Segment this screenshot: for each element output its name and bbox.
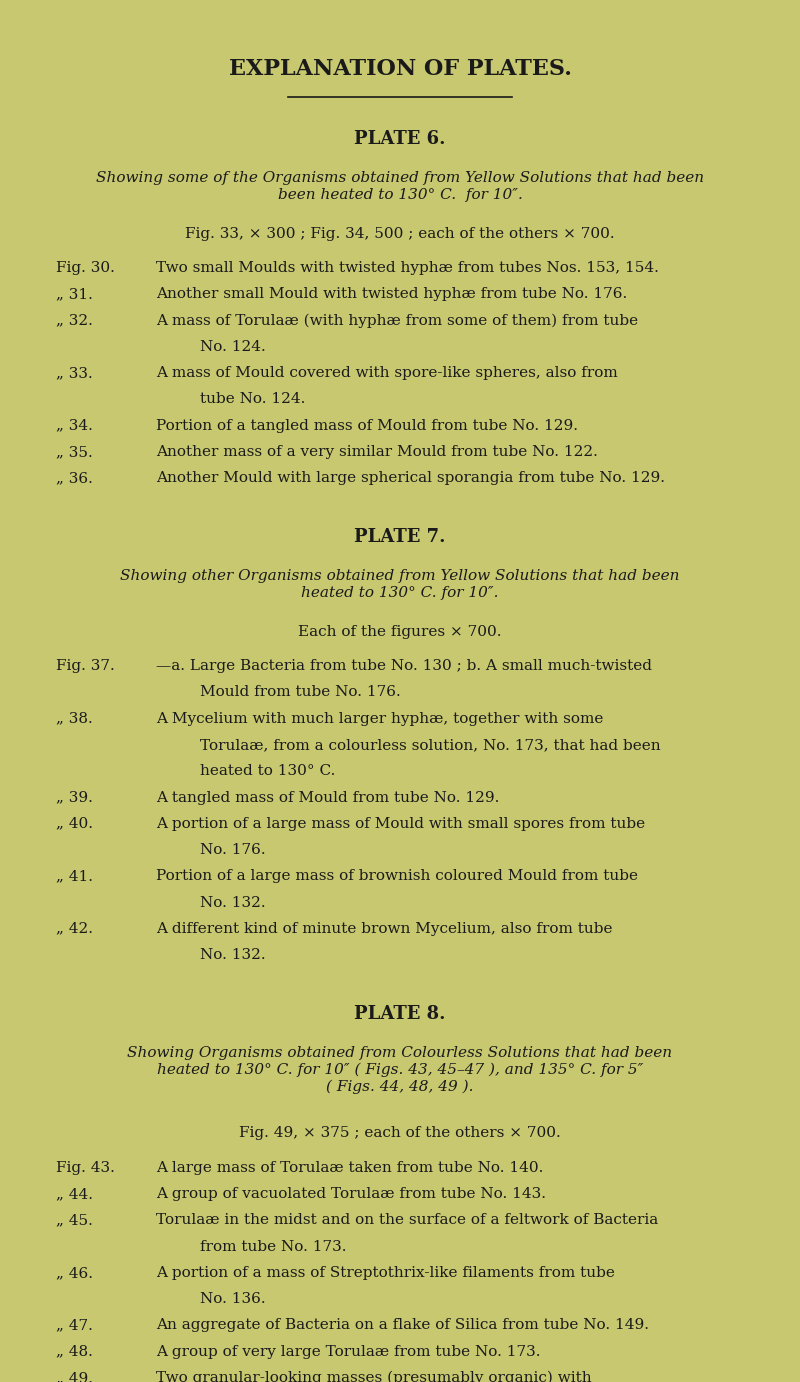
Text: „ 36.: „ 36. bbox=[56, 471, 93, 485]
Text: A group of very large Torulaæ from tube No. 173.: A group of very large Torulaæ from tube … bbox=[156, 1345, 541, 1359]
Text: „ 40.: „ 40. bbox=[56, 817, 93, 831]
Text: Torulaæ, from a colourless solution, No. 173, that had been: Torulaæ, from a colourless solution, No.… bbox=[200, 738, 661, 752]
Text: tube No. 124.: tube No. 124. bbox=[200, 392, 306, 406]
Text: Each of the figures × 700.: Each of the figures × 700. bbox=[298, 625, 502, 638]
Text: „ 33.: „ 33. bbox=[56, 366, 93, 380]
Text: No. 132.: No. 132. bbox=[200, 948, 266, 962]
Text: Showing Organisms obtained from Colourless Solutions that had been
heated to 130: Showing Organisms obtained from Colourle… bbox=[127, 1046, 673, 1093]
Text: Mould from tube No. 176.: Mould from tube No. 176. bbox=[200, 685, 401, 699]
Text: „ 48.: „ 48. bbox=[56, 1345, 93, 1359]
Text: A group of vacuolated Torulaæ from tube No. 143.: A group of vacuolated Torulaæ from tube … bbox=[156, 1187, 546, 1201]
Text: Another small Mould with twisted hyphæ from tube No. 176.: Another small Mould with twisted hyphæ f… bbox=[156, 287, 627, 301]
Text: No. 136.: No. 136. bbox=[200, 1292, 266, 1306]
Text: Another Mould with large spherical sporangia from tube No. 129.: Another Mould with large spherical spora… bbox=[156, 471, 665, 485]
Text: Torulaæ in the midst and on the surface of a feltwork of Bacteria: Torulaæ in the midst and on the surface … bbox=[156, 1213, 658, 1227]
Text: A portion of a large mass of Mould with small spores from tube: A portion of a large mass of Mould with … bbox=[156, 817, 645, 831]
Text: „ 44.: „ 44. bbox=[56, 1187, 93, 1201]
Text: PLATE 8.: PLATE 8. bbox=[354, 1005, 446, 1023]
Text: Another mass of a very similar Mould from tube No. 122.: Another mass of a very similar Mould fro… bbox=[156, 445, 598, 459]
Text: —a. Large Bacteria from tube No. 130 ; b. A small much-twisted: —a. Large Bacteria from tube No. 130 ; b… bbox=[156, 659, 652, 673]
Text: „ 31.: „ 31. bbox=[56, 287, 93, 301]
Text: Fig. 43.: Fig. 43. bbox=[56, 1161, 115, 1175]
Text: No. 124.: No. 124. bbox=[200, 340, 266, 354]
Text: „ 38.: „ 38. bbox=[56, 712, 93, 726]
Text: Two granular-looking masses (presumably organic) with: Two granular-looking masses (presumably … bbox=[156, 1371, 592, 1382]
Text: Fig. 37.: Fig. 37. bbox=[56, 659, 114, 673]
Text: Portion of a tangled mass of Mould from tube No. 129.: Portion of a tangled mass of Mould from … bbox=[156, 419, 578, 433]
Text: Fig. 30.: Fig. 30. bbox=[56, 261, 115, 275]
Text: „ 42.: „ 42. bbox=[56, 922, 93, 936]
Text: „ 45.: „ 45. bbox=[56, 1213, 93, 1227]
Text: Fig. 49, × 375 ; each of the others × 700.: Fig. 49, × 375 ; each of the others × 70… bbox=[239, 1126, 561, 1140]
Text: A tangled mass of Mould from tube No. 129.: A tangled mass of Mould from tube No. 12… bbox=[156, 791, 499, 804]
Text: heated to 130° C.: heated to 130° C. bbox=[200, 764, 335, 778]
Text: from tube No. 173.: from tube No. 173. bbox=[200, 1240, 346, 1253]
Text: A large mass of Torulaæ taken from tube No. 140.: A large mass of Torulaæ taken from tube … bbox=[156, 1161, 543, 1175]
Text: A different kind of minute brown Mycelium, also from tube: A different kind of minute brown Myceliu… bbox=[156, 922, 613, 936]
Text: PLATE 7.: PLATE 7. bbox=[354, 528, 446, 546]
Text: „ 35.: „ 35. bbox=[56, 445, 93, 459]
Text: „ 46.: „ 46. bbox=[56, 1266, 93, 1280]
Text: Portion of a large mass of brownish coloured Mould from tube: Portion of a large mass of brownish colo… bbox=[156, 869, 638, 883]
Text: „ 32.: „ 32. bbox=[56, 314, 93, 328]
Text: „ 39.: „ 39. bbox=[56, 791, 93, 804]
Text: „ 34.: „ 34. bbox=[56, 419, 93, 433]
Text: A Mycelium with much larger hyphæ, together with some: A Mycelium with much larger hyphæ, toget… bbox=[156, 712, 603, 726]
Text: No. 132.: No. 132. bbox=[200, 896, 266, 909]
Text: „ 47.: „ 47. bbox=[56, 1318, 93, 1332]
Text: Fig. 33, × 300 ; Fig. 34, 500 ; each of the others × 700.: Fig. 33, × 300 ; Fig. 34, 500 ; each of … bbox=[185, 227, 615, 240]
Text: A mass of Torulaæ (with hyphæ from some of them) from tube: A mass of Torulaæ (with hyphæ from some … bbox=[156, 314, 638, 328]
Text: „ 41.: „ 41. bbox=[56, 869, 93, 883]
Text: „ 49.: „ 49. bbox=[56, 1371, 93, 1382]
Text: PLATE 6.: PLATE 6. bbox=[354, 130, 446, 148]
Text: A mass of Mould covered with spore-like spheres, also from: A mass of Mould covered with spore-like … bbox=[156, 366, 618, 380]
Text: An aggregate of Bacteria on a flake of Silica from tube No. 149.: An aggregate of Bacteria on a flake of S… bbox=[156, 1318, 649, 1332]
Text: No. 176.: No. 176. bbox=[200, 843, 266, 857]
Text: Showing some of the Organisms obtained from Yellow Solutions that had been
been : Showing some of the Organisms obtained f… bbox=[96, 171, 704, 202]
Text: EXPLANATION OF PLATES.: EXPLANATION OF PLATES. bbox=[229, 58, 571, 80]
Text: Two small Moulds with twisted hyphæ from tubes Nos. 153, 154.: Two small Moulds with twisted hyphæ from… bbox=[156, 261, 659, 275]
Text: Showing other Organisms obtained from Yellow Solutions that had been
heated to 1: Showing other Organisms obtained from Ye… bbox=[120, 569, 680, 600]
Text: A portion of a mass of Streptothrix-like filaments from tube: A portion of a mass of Streptothrix-like… bbox=[156, 1266, 615, 1280]
